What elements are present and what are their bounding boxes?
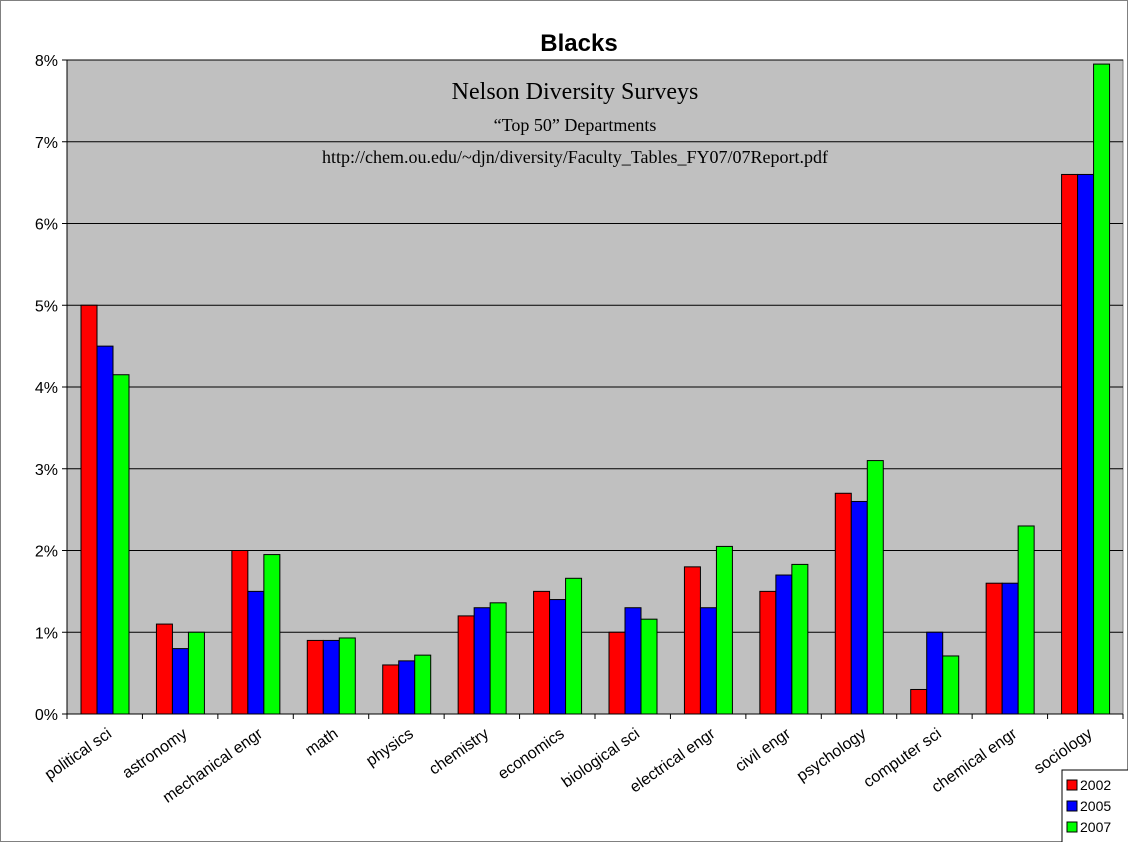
bar-2007-physics (414, 654, 432, 715)
bar-2002-math (306, 639, 324, 715)
bar-2007-civil-engr (791, 563, 809, 715)
bar-2002-biological-sci (608, 631, 626, 715)
bar-2005-chemistry (473, 607, 491, 715)
y-tick-label: 1% (35, 625, 58, 642)
y-tick-label: 3% (35, 462, 58, 479)
bar-2005-political-sci (96, 345, 114, 715)
bar-2005-biological-sci (624, 607, 642, 715)
legend-swatch-2002 (1066, 779, 1078, 791)
y-tick-label: 6% (35, 217, 58, 234)
bar-2007-chemistry (489, 602, 507, 715)
bar-2002-civil-engr (759, 590, 777, 715)
legend-label-2005: 2005 (1080, 798, 1111, 814)
bar-2005-math (322, 639, 340, 715)
bar-2002-economics (533, 590, 551, 715)
bar-2007-chemical-engr (1017, 525, 1035, 715)
bar-2007-astronomy (187, 631, 205, 715)
bar-2002-mechanical-engr (231, 550, 249, 715)
legend-swatch-2007 (1066, 821, 1078, 833)
bar-2002-chemistry (457, 615, 475, 715)
y-tick-label: 5% (35, 298, 58, 315)
annotation-line-2: “Top 50” Departments (494, 115, 657, 135)
y-tick-label: 0% (35, 707, 58, 724)
bar-2005-sociology (1077, 173, 1095, 715)
bar-2002-political-sci (80, 304, 98, 715)
bar-2002-chemical-engr (985, 582, 1003, 715)
bar-2007-sociology (1093, 63, 1111, 715)
bar-2002-electrical-engr (683, 566, 701, 715)
chart-title: Blacks (540, 30, 617, 57)
legend-label-2007: 2007 (1080, 819, 1111, 835)
y-axis-ticks: 0% 1% 2% 3% 4% 5% 6% 7% 8% (35, 53, 67, 724)
bar-2005-physics (398, 660, 416, 715)
y-tick-label: 4% (35, 380, 58, 397)
bar-2007-biological-sci (640, 618, 658, 715)
bar-2002-computer-sci (910, 688, 928, 715)
bar-2005-electrical-engr (699, 607, 717, 715)
bar-2005-psychology (850, 500, 868, 715)
bar-2002-sociology (1061, 173, 1079, 715)
bar-2005-computer-sci (926, 631, 944, 715)
bars (80, 63, 1111, 715)
bar-2007-psychology (866, 460, 884, 715)
bar-2007-computer-sci (942, 655, 960, 715)
bar-2005-economics (549, 599, 567, 715)
legend-label-2002: 2002 (1080, 777, 1111, 793)
bar-2002-physics (382, 664, 400, 715)
bar-2005-mechanical-engr (247, 590, 265, 715)
bar-2002-psychology (834, 492, 852, 715)
bar-2007-mechanical-engr (263, 554, 281, 715)
bar-2002-astronomy (155, 623, 173, 715)
y-tick-label: 7% (35, 135, 58, 152)
annotation-line-1: Nelson Diversity Surveys (452, 79, 699, 105)
y-tick-label: 8% (35, 53, 58, 70)
legend-swatch-2005 (1066, 800, 1078, 812)
bar-2005-chemical-engr (1001, 582, 1019, 715)
annotation-line-3: http://chem.ou.edu/~djn/diversity/Facult… (322, 147, 828, 167)
bar-2007-math (338, 637, 356, 715)
bar-2007-political-sci (112, 374, 130, 715)
legend: 2002 2005 2007 (1061, 769, 1128, 842)
y-tick-label: 2% (35, 544, 58, 561)
bar-2007-electrical-engr (715, 545, 733, 715)
bar-2007-economics (565, 577, 583, 715)
bar-2005-civil-engr (775, 574, 793, 715)
bar-2005-astronomy (171, 648, 189, 715)
